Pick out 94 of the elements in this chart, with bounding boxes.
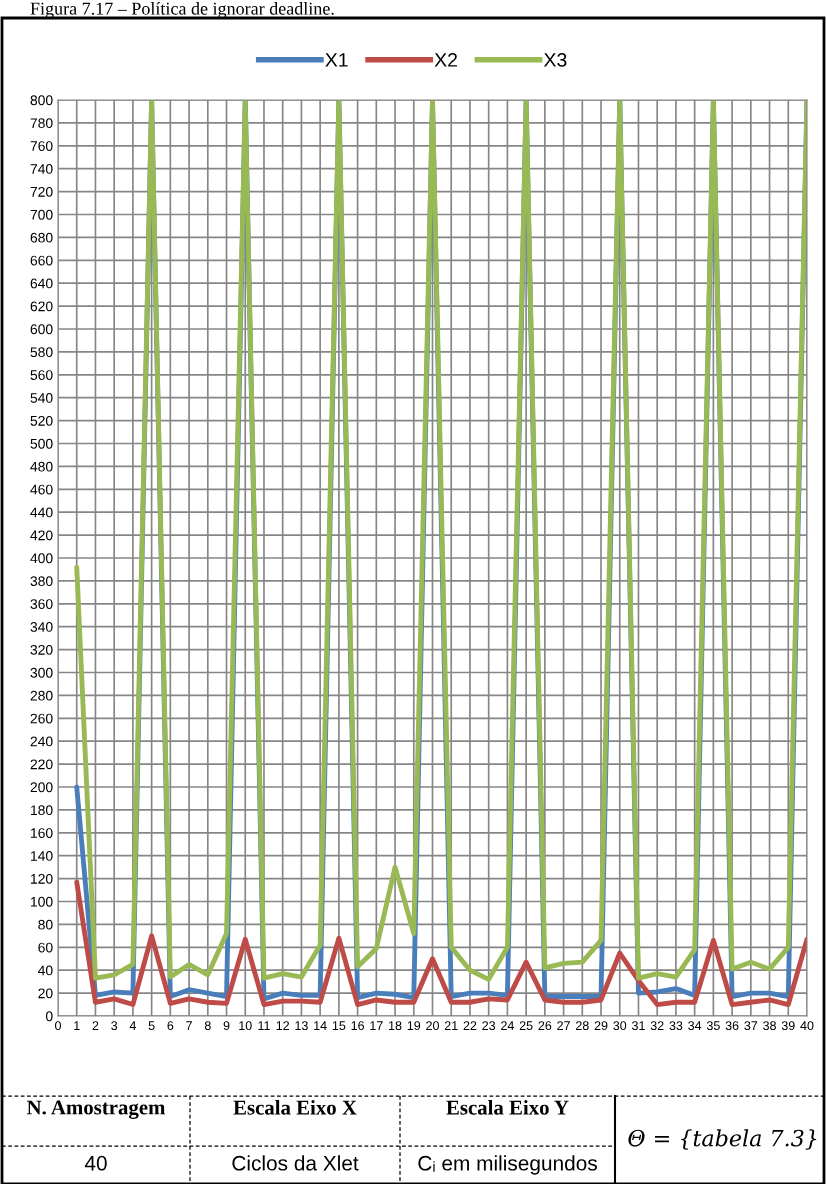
x-tick-label: 8 — [204, 1021, 211, 1031]
x-tick-label: 32 — [650, 1021, 664, 1031]
y-tick-label: 700 — [30, 209, 53, 220]
y-tick-label: 40 — [38, 965, 53, 976]
x-tick-label: 9 — [223, 1021, 230, 1031]
y-tick-label: 600 — [30, 324, 53, 335]
text: Θ = {tabela 7.3} — [628, 1129, 817, 1150]
y-tick-label: 460 — [30, 484, 53, 495]
x-tick-label: 13 — [295, 1021, 308, 1031]
y-tick-label: 80 — [38, 919, 53, 930]
y-tick-label: 800 — [30, 95, 53, 106]
y-tick-label: 560 — [30, 370, 53, 380]
x-tick-label: 22 — [463, 1021, 477, 1030]
x-tick-label: 29 — [594, 1021, 608, 1031]
x-tick-label: 38 — [763, 1021, 776, 1031]
text: Escala Eixo X — [233, 1100, 357, 1115]
x-tick-label: 14 — [314, 1021, 327, 1030]
x-tick-label: 20 — [426, 1021, 439, 1031]
y-tick-label: 580 — [30, 347, 53, 358]
text: 40 — [84, 1155, 107, 1171]
y-tick-label: 240 — [30, 736, 53, 747]
x-tick-label: 27 — [557, 1021, 570, 1030]
y-tick-label: 300 — [30, 667, 53, 678]
x-tick-label: 40 — [800, 1021, 814, 1031]
y-tick-label: 280 — [30, 690, 53, 701]
y-tick-label: 220 — [30, 759, 53, 770]
x-tick-label: 23 — [482, 1021, 496, 1031]
y-tick-label: 100 — [31, 896, 53, 907]
y-tick-label: 0 — [45, 1011, 53, 1022]
x-tick-label: 36 — [725, 1021, 739, 1031]
y-tick-label: 480 — [30, 461, 53, 472]
x-tick-label: 17 — [370, 1021, 383, 1030]
y-tick-label: 720 — [30, 186, 53, 197]
y-tick-label: 380 — [30, 576, 53, 587]
y-tick-label: 500 — [30, 438, 53, 449]
x-tick-label: 30 — [613, 1021, 627, 1031]
y-tick-label: 640 — [30, 278, 53, 289]
legend-label: X3 — [543, 53, 567, 67]
x-tick-label: 18 — [389, 1021, 402, 1031]
x-tick-label: 35 — [706, 1021, 720, 1031]
x-tick-label: 2 — [92, 1021, 99, 1030]
x-tick-label: 25 — [519, 1021, 533, 1031]
y-tick-label: 540 — [30, 393, 53, 403]
y-tick-label: 660 — [30, 255, 53, 266]
y-tick-label: 760 — [30, 141, 53, 151]
x-tick-label: 7 — [186, 1021, 192, 1030]
x-tick-label: 26 — [538, 1021, 552, 1031]
x-tick-label: 28 — [575, 1021, 589, 1031]
y-tick-label: 440 — [30, 507, 53, 518]
x-tick-label: 1 — [74, 1021, 80, 1030]
y-tick-label: 140 — [31, 851, 53, 861]
x-tick-label: 31 — [632, 1021, 645, 1031]
x-tick-label: 19 — [407, 1021, 421, 1031]
text: Cᵢ em milisegundos — [418, 1155, 597, 1175]
text: Ciclos da Xlet — [232, 1155, 359, 1171]
x-tick-label: 39 — [781, 1021, 795, 1031]
y-tick-label: 120 — [31, 873, 53, 884]
y-tick-label: 320 — [30, 644, 53, 655]
legend-label: X2 — [434, 53, 457, 67]
y-tick-label: 620 — [30, 301, 53, 312]
x-tick-label: 3 — [111, 1021, 118, 1031]
y-tick-label: 200 — [30, 782, 53, 793]
x-tick-label: 11 — [258, 1021, 270, 1030]
x-tick-label: 33 — [669, 1021, 683, 1031]
x-tick-label: 4 — [129, 1021, 137, 1030]
x-tick-label: 12 — [276, 1021, 290, 1030]
x-tick-label: 10 — [239, 1021, 252, 1031]
y-tick-label: 260 — [30, 713, 53, 724]
x-tick-label: 37 — [744, 1021, 758, 1031]
y-tick-label: 400 — [30, 553, 53, 564]
y-tick-label: 780 — [30, 118, 53, 129]
x-tick-label: 21 — [444, 1021, 458, 1030]
y-tick-label: 360 — [30, 599, 53, 609]
y-tick-label: 520 — [30, 415, 53, 426]
x-tick-label: 0 — [55, 1021, 61, 1031]
y-tick-label: 180 — [31, 805, 53, 816]
y-tick-label: 740 — [30, 164, 53, 174]
y-tick-label: 20 — [38, 988, 53, 999]
y-tick-label: 160 — [31, 828, 53, 838]
x-tick-label: 34 — [688, 1021, 702, 1031]
x-tick-label: 16 — [351, 1021, 364, 1031]
x-tick-label: 5 — [148, 1021, 155, 1031]
text: Figura 7.17 – Política de ignorar deadline. — [30, 2, 334, 19]
x-tick-label: 6 — [167, 1021, 174, 1031]
x-tick-label: 24 — [501, 1021, 514, 1030]
y-tick-label: 420 — [30, 530, 53, 541]
line-series — [74, 879, 807, 1007]
legend-label: X1 — [325, 53, 348, 67]
x-tick-label: 15 — [332, 1021, 346, 1031]
y-tick-label: 680 — [30, 232, 53, 243]
text: Escala Eixo Y — [446, 1100, 569, 1115]
y-tick-label: 60 — [38, 942, 53, 953]
y-tick-label: 340 — [30, 622, 53, 632]
text: N. Amostragem — [26, 1100, 166, 1119]
